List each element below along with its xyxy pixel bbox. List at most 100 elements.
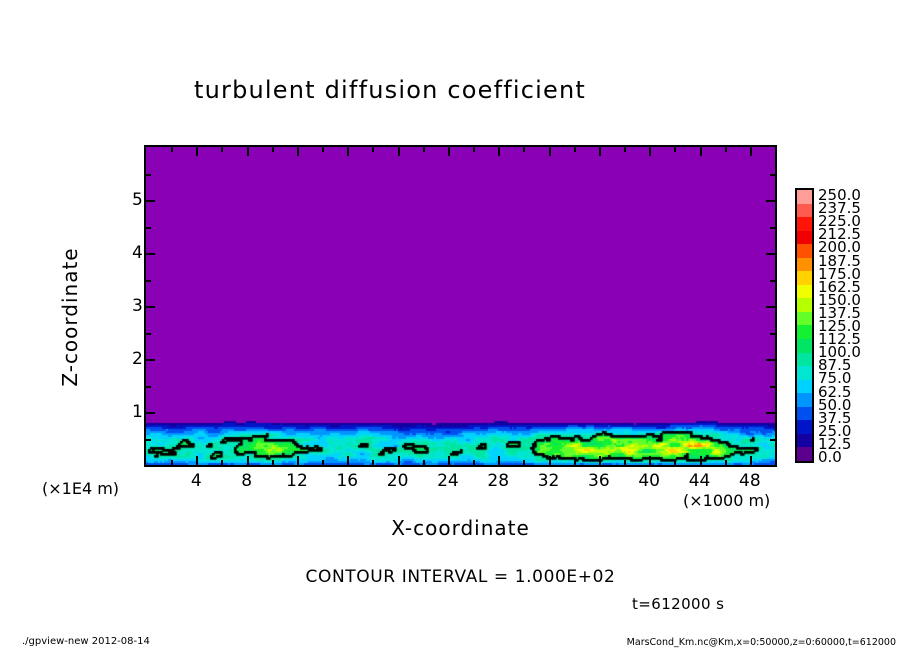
y-axis-tick-label: 1 [132, 402, 143, 422]
colorbar-tick-label: 50.0 [818, 396, 852, 414]
colorbar-tick-label: 225.0 [818, 212, 861, 230]
y-axis-tick [770, 385, 775, 388]
x-axis-tick [724, 147, 727, 152]
x-axis-tick [447, 147, 450, 156]
x-axis-title: X-coordinate [391, 516, 530, 540]
x-axis-tick [473, 147, 476, 152]
colorbar-tick-label: 112.5 [818, 330, 861, 348]
colorbar-band [797, 230, 812, 245]
y-axis-tick [146, 306, 155, 308]
colorbar-band [797, 284, 812, 299]
y-axis-tick [146, 359, 155, 361]
x-axis-tick [523, 147, 526, 152]
colorbar-tick-label: 237.5 [818, 199, 861, 217]
x-axis-tick [548, 147, 551, 156]
colorbar-band [797, 406, 812, 421]
x-axis-tick-label: 36 [588, 471, 610, 491]
x-axis-tick [347, 456, 350, 465]
colorbar-tick-label: 62.5 [818, 383, 852, 401]
timestamp-label: t=612000 s [632, 595, 725, 613]
y-axis-tick [766, 412, 775, 414]
y-axis-tick [146, 226, 151, 229]
x-axis-tick [397, 147, 400, 156]
x-axis-tick [699, 456, 702, 465]
x-axis-tick [523, 460, 526, 465]
contour-plot-area[interactable] [144, 145, 777, 467]
x-axis-tick [498, 147, 501, 156]
x-axis-tick [749, 456, 752, 465]
y-axis-tick [146, 438, 151, 441]
colorbar-tick-labels: 250.0 237.5 225.0 212.5 200.0 187.5 175.0 162.5… [818, 188, 902, 466]
colorbar-tick-label: 87.5 [818, 356, 852, 374]
colorbar-band [797, 379, 812, 394]
x-axis-tick [473, 460, 476, 465]
x-axis-tick-label: 24 [437, 471, 459, 491]
x-axis-tick [749, 147, 752, 156]
x-axis-tick-label: 40 [638, 471, 661, 491]
colorbar-band [797, 244, 812, 258]
page-title: turbulent diffusion coefficient [194, 76, 586, 104]
x-axis-tick [624, 460, 627, 465]
y-axis-tick-label: 5 [132, 190, 143, 210]
colorbar-tick-label: 187.5 [818, 252, 861, 270]
y-axis-tick [146, 412, 155, 414]
x-axis-tick [372, 460, 375, 465]
x-axis-tick [221, 147, 224, 152]
y-axis-tick [146, 332, 151, 335]
x-axis-tick [598, 456, 601, 465]
footer-command-label: ./gpview-new 2012-08-14 [22, 636, 150, 647]
colorbar-band [797, 447, 812, 461]
x-axis-tick [246, 456, 249, 465]
x-axis-tick [422, 147, 425, 152]
y-axis-tick [766, 306, 775, 308]
colorbar-tick-label: 37.5 [818, 409, 852, 427]
x-axis-tick [296, 147, 299, 156]
x-axis-tick-label: 16 [336, 471, 359, 491]
x-axis-tick [649, 147, 652, 156]
colorbar-tick-label: 200.0 [818, 238, 861, 256]
colorbar-band [797, 352, 812, 367]
colorbar-tick-label: 75.0 [818, 369, 852, 387]
y-axis-tick [770, 279, 775, 282]
x-axis-tick [548, 456, 551, 465]
colorbar-band [797, 298, 812, 312]
x-axis-tick [271, 147, 274, 152]
y-axis-tick [770, 332, 775, 335]
x-axis-tick-label: 8 [241, 471, 253, 491]
y-axis-tick [146, 279, 151, 282]
colorbar-band [797, 190, 812, 204]
colorbar-tick-label: 0.0 [818, 448, 842, 466]
x-axis-tick [573, 147, 576, 152]
x-axis-tick [674, 460, 677, 465]
y-axis-title: Z-coordinate [58, 247, 82, 387]
x-axis-tick [422, 460, 425, 465]
y-axis-tick [770, 438, 775, 441]
x-axis-tick [171, 460, 174, 465]
colorbar-tick-label: 212.5 [818, 225, 861, 243]
y-axis-tick-label: 2 [132, 349, 143, 369]
footer-source-label: MarsCond_Km.nc@Km,x=0:50000,z=0:60000,t=… [626, 637, 896, 648]
x-axis-tick [699, 147, 702, 156]
contour-interval-label: CONTOUR INTERVAL = 1.000E+02 [305, 567, 616, 587]
x-axis-tick-label: 44 [688, 471, 711, 491]
colorbar-band [797, 271, 812, 285]
colorbar-tick-label: 150.0 [818, 291, 861, 309]
colorbar-band [797, 311, 812, 326]
colorbar-tick-label: 175.0 [818, 265, 861, 283]
x-axis-tick [296, 456, 299, 465]
y-axis-tick [146, 173, 151, 176]
colorbar-band [797, 257, 812, 272]
colorbar-tick-label: 12.5 [818, 435, 852, 453]
x-axis-tick-label: 4 [190, 471, 202, 491]
x-axis-tick [724, 460, 727, 465]
x-axis-tick [322, 147, 325, 152]
y-axis-tick-label: 4 [132, 243, 143, 263]
x-axis-tick [573, 460, 576, 465]
colorbar-tick-label: 100.0 [818, 343, 861, 361]
x-axis-tick [196, 456, 199, 465]
colorbar-band [797, 217, 812, 231]
colorbar[interactable] [795, 188, 814, 463]
x-axis-tick [196, 147, 199, 156]
y-axis-tick [766, 359, 775, 361]
x-axis-tick-label: 48 [739, 471, 761, 491]
